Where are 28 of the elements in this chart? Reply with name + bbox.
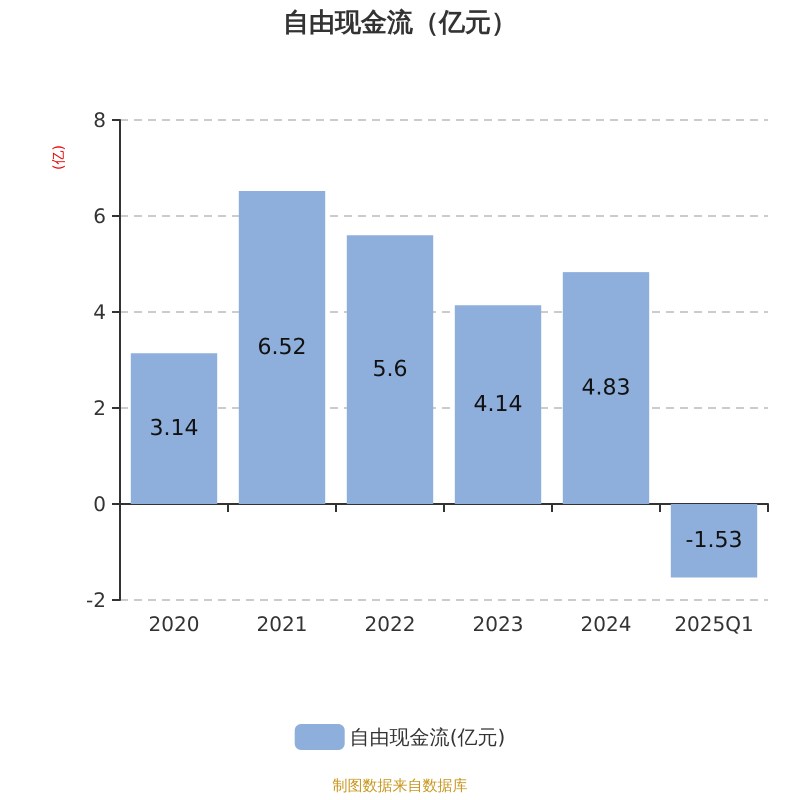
data-label: 5.6 — [372, 357, 408, 382]
data-label: 4.14 — [474, 392, 522, 418]
x-tick-label: 2021 — [256, 612, 308, 636]
x-tick-label: 2022 — [364, 612, 416, 636]
chart-title: 自由现金流（亿元） — [283, 8, 517, 38]
y-axis-title: (亿) — [51, 145, 67, 170]
bar — [454, 305, 542, 504]
bar — [238, 191, 326, 504]
y-tick-label: 2 — [93, 396, 106, 420]
bar — [562, 272, 650, 504]
x-tick-label: 2025Q1 — [674, 612, 754, 636]
x-tick-label: 2020 — [148, 612, 200, 636]
legend-label: 自由现金流(亿元) — [350, 725, 506, 749]
bar — [130, 353, 218, 504]
bar — [346, 235, 434, 504]
data-label: 6.52 — [258, 335, 306, 360]
text: 制图数据来自数据库 — [332, 776, 468, 794]
bar — [670, 504, 758, 578]
y-tick-label: 0 — [93, 492, 106, 516]
y-tick-label: -2 — [86, 588, 106, 612]
y-tick-label: 4 — [93, 300, 106, 324]
data-label: 4.83 — [582, 376, 630, 401]
x-tick-label: 2024 — [580, 612, 632, 636]
y-tick-label: 6 — [93, 204, 106, 228]
x-tick-label: 2023 — [472, 612, 524, 636]
data-label: 3.14 — [150, 416, 198, 442]
data-label: -1.53 — [686, 528, 742, 554]
y-tick-label: 8 — [93, 108, 106, 132]
